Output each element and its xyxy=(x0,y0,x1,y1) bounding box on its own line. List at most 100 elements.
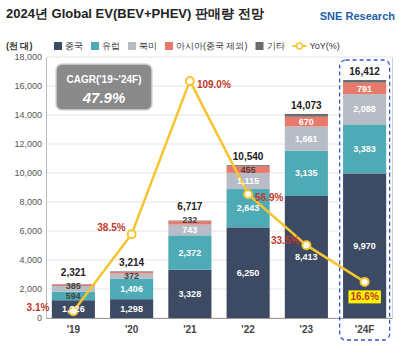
bar xyxy=(52,300,95,318)
data-label: 8,413 xyxy=(295,252,318,262)
tick-label: 2,000 xyxy=(19,284,42,294)
title: 2024년 Global EV(BEV+PHEV) 판매량 전망 xyxy=(6,6,264,21)
tick: 14,000 xyxy=(14,110,46,120)
bar xyxy=(227,227,270,318)
total-label: 16,412 xyxy=(349,66,380,77)
legend-swatch xyxy=(128,42,136,50)
legend-label: 유럽 xyxy=(102,41,120,51)
tick: 10,000 xyxy=(14,168,46,178)
tick-label: 16,000 xyxy=(14,81,42,91)
tick: 0 xyxy=(37,313,46,323)
line-label-group: 56.9% xyxy=(255,192,283,203)
tick-label: 12,000 xyxy=(14,139,42,149)
legend-label: 기타 xyxy=(267,41,285,51)
tick-label: '24F xyxy=(355,324,375,335)
legend-swatch xyxy=(256,42,264,50)
tick-label: 8,000 xyxy=(19,197,42,207)
bar-series xyxy=(52,173,386,318)
data-label: 2,643 xyxy=(237,203,260,213)
legend-item: 유럽 xyxy=(91,41,120,51)
bar-series xyxy=(52,94,386,292)
line-label-group: 109.0% xyxy=(197,79,231,90)
bar xyxy=(227,173,270,189)
grid-line xyxy=(46,260,392,261)
data-label: 455 xyxy=(241,165,256,175)
y2-axis xyxy=(392,58,393,319)
y-axis: 02,0004,0006,0008,00010,00012,00014,0001… xyxy=(14,52,46,323)
marker xyxy=(186,77,194,85)
tick-label: 10,000 xyxy=(14,168,42,178)
data-label: 9,970 xyxy=(353,241,376,251)
legend-label: 아시아(중국 제외) xyxy=(176,41,248,51)
y-axis-title: (천 대) xyxy=(6,41,33,51)
marker xyxy=(361,278,369,286)
bar xyxy=(110,299,153,318)
tick: 2,000 xyxy=(19,284,46,294)
bar xyxy=(285,196,328,318)
data-label: 56.9% xyxy=(255,192,283,203)
axis-line xyxy=(392,58,393,319)
label-highlight xyxy=(348,290,380,303)
data-label: 3,135 xyxy=(295,168,318,178)
tick: 4,000 xyxy=(19,255,46,265)
highlight-frame xyxy=(340,60,390,340)
bar xyxy=(343,94,386,124)
data-label: 372 xyxy=(124,271,139,281)
data-label: 1,115 xyxy=(237,176,259,186)
legend-label: 북미 xyxy=(139,41,157,51)
bar xyxy=(110,279,153,299)
tick: 18,000 xyxy=(14,52,46,62)
marker xyxy=(302,241,310,249)
legend-swatch xyxy=(165,42,173,50)
tick: '22 xyxy=(241,318,255,335)
bar-series xyxy=(52,80,386,285)
chart-container: 2024년 Global EV(BEV+PHEV) 판매량 전망 (천 대) 0 2,… xyxy=(0,0,400,345)
bar xyxy=(285,126,328,150)
line-label-group: 3.1% xyxy=(27,302,50,313)
data-label: 232 xyxy=(182,215,197,225)
data-label: 1,661 xyxy=(295,134,318,144)
legend-item: 북미 xyxy=(128,41,157,51)
bar xyxy=(343,80,386,83)
total-label: 6,717 xyxy=(177,201,202,212)
tick-label: 14,000 xyxy=(14,110,42,120)
tick-label: 0 xyxy=(37,313,42,323)
tick: '24F xyxy=(355,318,375,335)
tick: 12,000 xyxy=(14,139,46,149)
plot-area xyxy=(52,77,386,318)
data-label: 1,406 xyxy=(120,284,143,294)
tick-label: '23 xyxy=(300,324,314,335)
data-labels: 1,2265943851,2981,4063723,3282,372743232… xyxy=(62,84,376,315)
data-label: 16.6% xyxy=(350,291,378,302)
total-label: 2,321 xyxy=(61,267,86,278)
bar xyxy=(343,83,386,94)
data-label: 109.0% xyxy=(197,79,231,90)
legend-item: 중국 xyxy=(54,41,83,51)
line-label-group: 16.6% xyxy=(348,290,380,303)
tick-label: '21 xyxy=(183,324,197,335)
tick: 8,000 xyxy=(19,197,46,207)
markers xyxy=(69,77,368,315)
tick-label: 18,000 xyxy=(14,52,42,62)
total-label: 10,540 xyxy=(233,151,264,162)
annotation: CAGR('19~'24F) xyxy=(66,74,141,85)
tick: '23 xyxy=(300,318,314,335)
tick-label: '19 xyxy=(67,324,81,335)
data-label: 1,226 xyxy=(62,304,85,314)
axis-line xyxy=(47,318,393,319)
x-axis: '19 '20 '21 '22 '23 '24F xyxy=(47,318,393,335)
bar xyxy=(168,270,211,318)
data-label: 2,372 xyxy=(179,248,202,258)
grid-line xyxy=(46,57,392,58)
bar xyxy=(343,124,386,173)
tick: 16,000 xyxy=(14,81,46,91)
legend-item: 기타 xyxy=(256,41,285,51)
data-label: 670 xyxy=(299,117,314,127)
bar-series xyxy=(52,83,386,286)
tick-label: 4,000 xyxy=(19,255,42,265)
bar xyxy=(343,173,386,318)
marker xyxy=(128,230,136,238)
total-label: 3,214 xyxy=(119,257,144,268)
tick: '20 xyxy=(125,318,139,335)
data-label: 2,088 xyxy=(353,104,376,114)
